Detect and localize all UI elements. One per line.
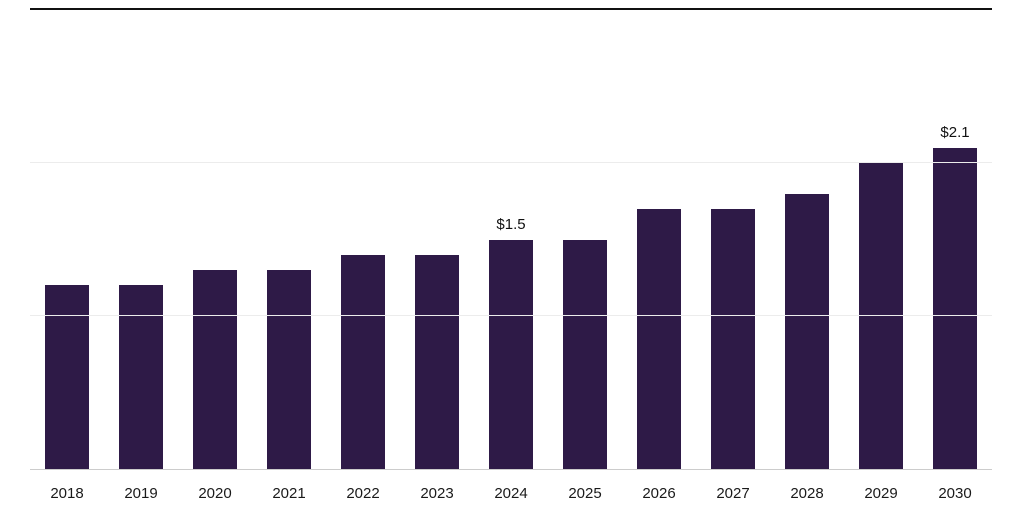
bar-2023 — [415, 254, 459, 469]
x-tick-2028: 2028 — [790, 485, 824, 502]
gridline-2 — [30, 162, 992, 164]
bar-slot-2028 — [770, 10, 844, 469]
value-label-2024: $1.5 — [496, 215, 526, 233]
bar-slot-2026 — [622, 10, 696, 469]
bar-2019 — [119, 285, 163, 469]
x-tick-2019: 2019 — [124, 485, 158, 502]
bar-2030: $2.1 — [933, 124, 977, 469]
x-tick-2025: 2025 — [568, 485, 602, 502]
x-tick-2020: 2020 — [198, 485, 232, 502]
bar-2026 — [637, 208, 681, 469]
bar-2020 — [193, 270, 237, 469]
bar-slot-2019 — [104, 10, 178, 469]
bar-slot-2021 — [252, 10, 326, 469]
bar-2025 — [563, 239, 607, 469]
x-tick-2024: 2024 — [494, 485, 528, 502]
bar-2021 — [267, 270, 311, 469]
bar-2018 — [45, 285, 89, 469]
bar-2028 — [785, 193, 829, 469]
bar-slot-2024: $1.5 — [474, 10, 548, 469]
bar-slot-2030: $2.1 — [918, 10, 992, 469]
x-tick-2022: 2022 — [346, 485, 380, 502]
x-tick-2021: 2021 — [272, 485, 306, 502]
x-tick-2023: 2023 — [420, 485, 454, 502]
x-tick-2030: 2030 — [938, 485, 972, 502]
x-tick-2027: 2027 — [716, 485, 750, 502]
bar-slot-2029 — [844, 10, 918, 469]
bar-slot-2020 — [178, 10, 252, 469]
bar-2024: $1.5 — [489, 216, 533, 469]
bar-slot-2025 — [548, 10, 622, 469]
x-tick-2018: 2018 — [50, 485, 84, 502]
bar-2027 — [711, 208, 755, 469]
plot-area: $1.5 $2.1 — [30, 8, 992, 470]
bar-slot-2022 — [326, 10, 400, 469]
bar-2022 — [341, 254, 385, 469]
x-tick-2026: 2026 — [642, 485, 676, 502]
bar-slot-2018 — [30, 10, 104, 469]
value-label-2030: $2.1 — [940, 123, 970, 141]
gridline-1 — [30, 315, 992, 317]
x-tick-2029: 2029 — [864, 485, 898, 502]
bars-container: $1.5 $2.1 — [30, 10, 992, 469]
bar-slot-2027 — [696, 10, 770, 469]
x-axis: 2018 2019 2020 2021 2022 2023 2024 2025 2026 2027… — [30, 484, 992, 504]
bar-slot-2023 — [400, 10, 474, 469]
